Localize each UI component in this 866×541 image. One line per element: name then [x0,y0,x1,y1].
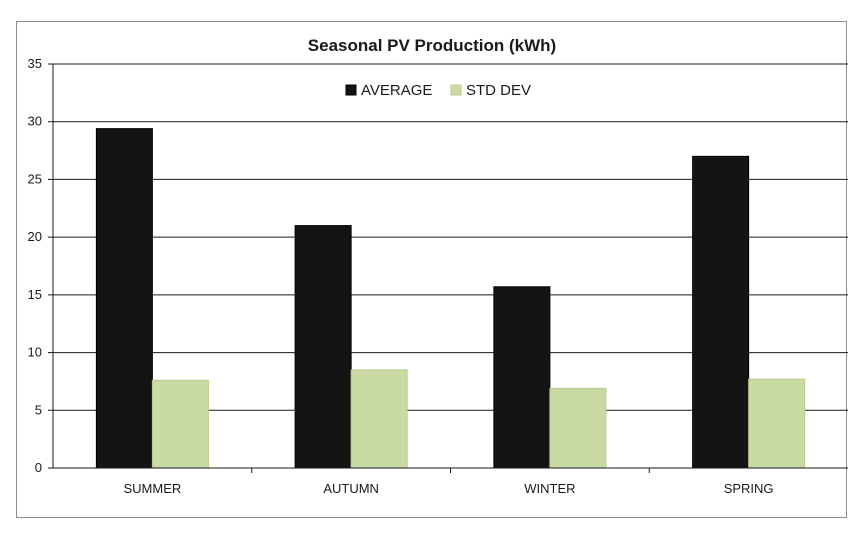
y-tick-label: 0 [35,460,42,475]
chart-title: Seasonal PV Production (kWh) [308,36,556,55]
legend-label: AVERAGE [361,82,432,99]
axes: 0 5 10 15 20 25 30 35 SUMMER AUTUMN WINTER SPRING [28,56,848,496]
legend: AVERAGE STD DEV [345,82,531,99]
bar-average-spring [692,155,750,469]
legend-label: STD DEV [466,82,531,99]
y-tick-label: 15 [28,287,42,302]
bar-std-dev-summer [151,379,209,469]
bar-std-dev-spring [748,378,806,469]
y-tick-label: 30 [28,114,42,129]
y-tick-label: 5 [35,402,42,417]
bar-std-dev-winter [549,387,607,469]
bar-average-autumn [294,225,352,469]
x-category-label: AUTUMN [323,481,379,496]
bar-average-winter [493,286,551,469]
y-tick-label: 25 [28,171,42,186]
bar-average-summer [95,128,153,469]
legend-swatch [345,84,357,96]
legend-swatch [450,84,462,96]
y-tick-label: 35 [28,56,42,71]
x-category-label: SPRING [724,481,774,496]
bar-std-dev-autumn [350,369,408,469]
y-tick-label: 20 [28,229,42,244]
x-category-label: SUMMER [123,481,181,496]
x-category-label: WINTER [524,481,575,496]
y-tick-label: 10 [28,345,42,360]
bars [95,128,806,469]
